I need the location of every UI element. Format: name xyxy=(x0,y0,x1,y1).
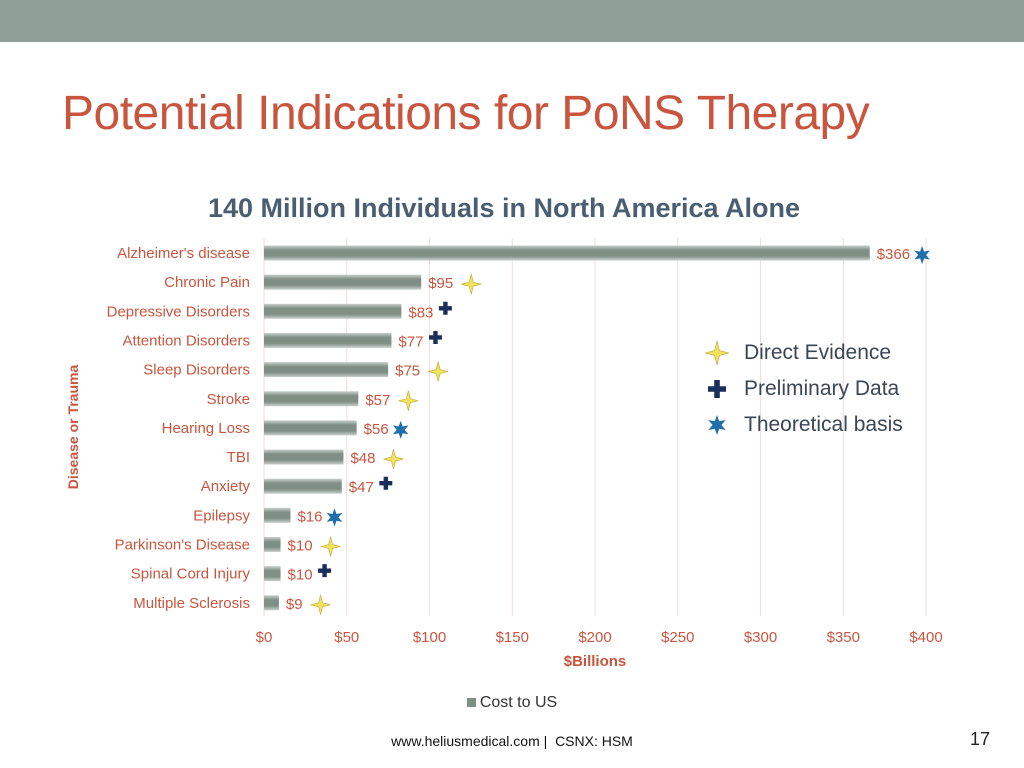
series-legend: Cost to US xyxy=(0,694,1024,712)
x-tick-label: $0 xyxy=(256,629,273,646)
bar xyxy=(264,449,344,465)
series-legend-label: Cost to US xyxy=(479,694,558,711)
legend-item-direct-evidence: Direct Evidence xyxy=(700,336,940,372)
bar xyxy=(264,537,281,552)
data-label: $56 xyxy=(364,421,389,438)
category-label: Depressive Disorders xyxy=(107,303,250,320)
cross-icon xyxy=(318,564,332,578)
data-label: $10 xyxy=(288,538,313,555)
four-point-star-icon xyxy=(310,594,331,615)
cross-icon xyxy=(708,380,726,398)
x-tick-label: $150 xyxy=(496,629,529,646)
footer-ticker: CSNX: HSM xyxy=(555,733,633,749)
data-label: $83 xyxy=(408,304,433,321)
bar xyxy=(264,362,389,378)
six-point-star-icon xyxy=(914,246,930,264)
category-label: Stroke xyxy=(207,391,250,408)
data-label: $9 xyxy=(286,596,303,613)
four-point-star-icon xyxy=(383,448,404,470)
legend-label-theoretical-basis: Theoretical basis xyxy=(744,413,903,436)
x-axis-title: $Billions xyxy=(564,653,627,670)
cross-icon xyxy=(438,301,452,315)
bar xyxy=(264,332,392,348)
chart-title: 140 Million Individuals in North America… xyxy=(207,193,801,223)
bar xyxy=(264,245,870,261)
x-tick-label: $200 xyxy=(578,629,611,646)
bar xyxy=(264,303,402,319)
x-tick-label: $300 xyxy=(744,629,777,646)
four-point-star-icon xyxy=(428,361,449,382)
category-label: Alzheimer's disease xyxy=(117,245,250,262)
x-tick-label: $350 xyxy=(827,629,860,646)
data-label: $10 xyxy=(288,567,313,584)
four-point-star-icon xyxy=(704,340,730,366)
legend-item-theoretical-basis: Theoretical basis xyxy=(700,408,940,444)
slide-title: Potential Indications for PoNS Therapy xyxy=(62,87,870,140)
bar xyxy=(264,478,342,494)
category-label: Hearing Loss xyxy=(162,420,250,437)
six-point-star-icon xyxy=(326,508,343,527)
four-point-star-icon xyxy=(320,536,341,557)
data-label: $366 xyxy=(877,246,910,263)
data-label: $77 xyxy=(398,333,423,350)
category-label: Anxiety xyxy=(201,478,251,495)
data-label: $47 xyxy=(349,479,374,496)
bar xyxy=(264,595,279,611)
bar xyxy=(264,566,281,582)
evidence-legend: Direct Evidence Preliminary Data Theoret… xyxy=(700,336,940,444)
legend-label-direct-evidence: Direct Evidence xyxy=(744,341,892,364)
footer: www.heliusmedical.com | CSNX: HSM xyxy=(0,733,1024,749)
bar xyxy=(264,507,291,523)
legend-item-preliminary-data: Preliminary Data xyxy=(700,372,940,408)
x-tick-label: $400 xyxy=(909,629,942,646)
page-number: 17 xyxy=(969,729,990,749)
data-label: $16 xyxy=(297,508,322,525)
footer-separator: | xyxy=(539,733,556,749)
legend-label-preliminary-data: Preliminary Data xyxy=(744,377,900,400)
category-label: Attention Disorders xyxy=(122,332,250,349)
cross-icon xyxy=(379,476,393,490)
category-label: Chronic Pain xyxy=(164,274,250,291)
bar xyxy=(264,420,357,436)
x-tick-label: $50 xyxy=(334,629,359,646)
series-swatch xyxy=(466,698,476,707)
four-point-star-icon xyxy=(461,274,482,295)
footer-website: www.heliusmedical.com xyxy=(391,733,540,749)
y-axis-title: Disease or Trauma xyxy=(65,365,81,490)
six-point-star-icon xyxy=(708,415,726,435)
category-label: Spinal Cord Injury xyxy=(131,566,251,583)
cross-icon xyxy=(428,330,442,344)
x-tick-label: $100 xyxy=(413,629,446,646)
top-accent-bar xyxy=(0,0,1024,42)
x-tick-label: $250 xyxy=(661,629,694,646)
category-label: TBI xyxy=(227,449,250,466)
four-point-star-icon xyxy=(398,390,419,411)
category-label: Epilepsy xyxy=(193,507,250,524)
data-label: $57 xyxy=(365,392,390,409)
category-label: Parkinson's Disease xyxy=(115,537,250,554)
bar xyxy=(264,274,422,290)
data-label: $95 xyxy=(428,275,453,292)
data-label: $75 xyxy=(395,363,420,380)
category-label: Multiple Sclerosis xyxy=(133,595,250,612)
bar xyxy=(264,391,359,407)
category-label: Sleep Disorders xyxy=(143,362,250,379)
six-point-star-icon xyxy=(392,420,409,439)
data-label: $48 xyxy=(350,450,375,467)
